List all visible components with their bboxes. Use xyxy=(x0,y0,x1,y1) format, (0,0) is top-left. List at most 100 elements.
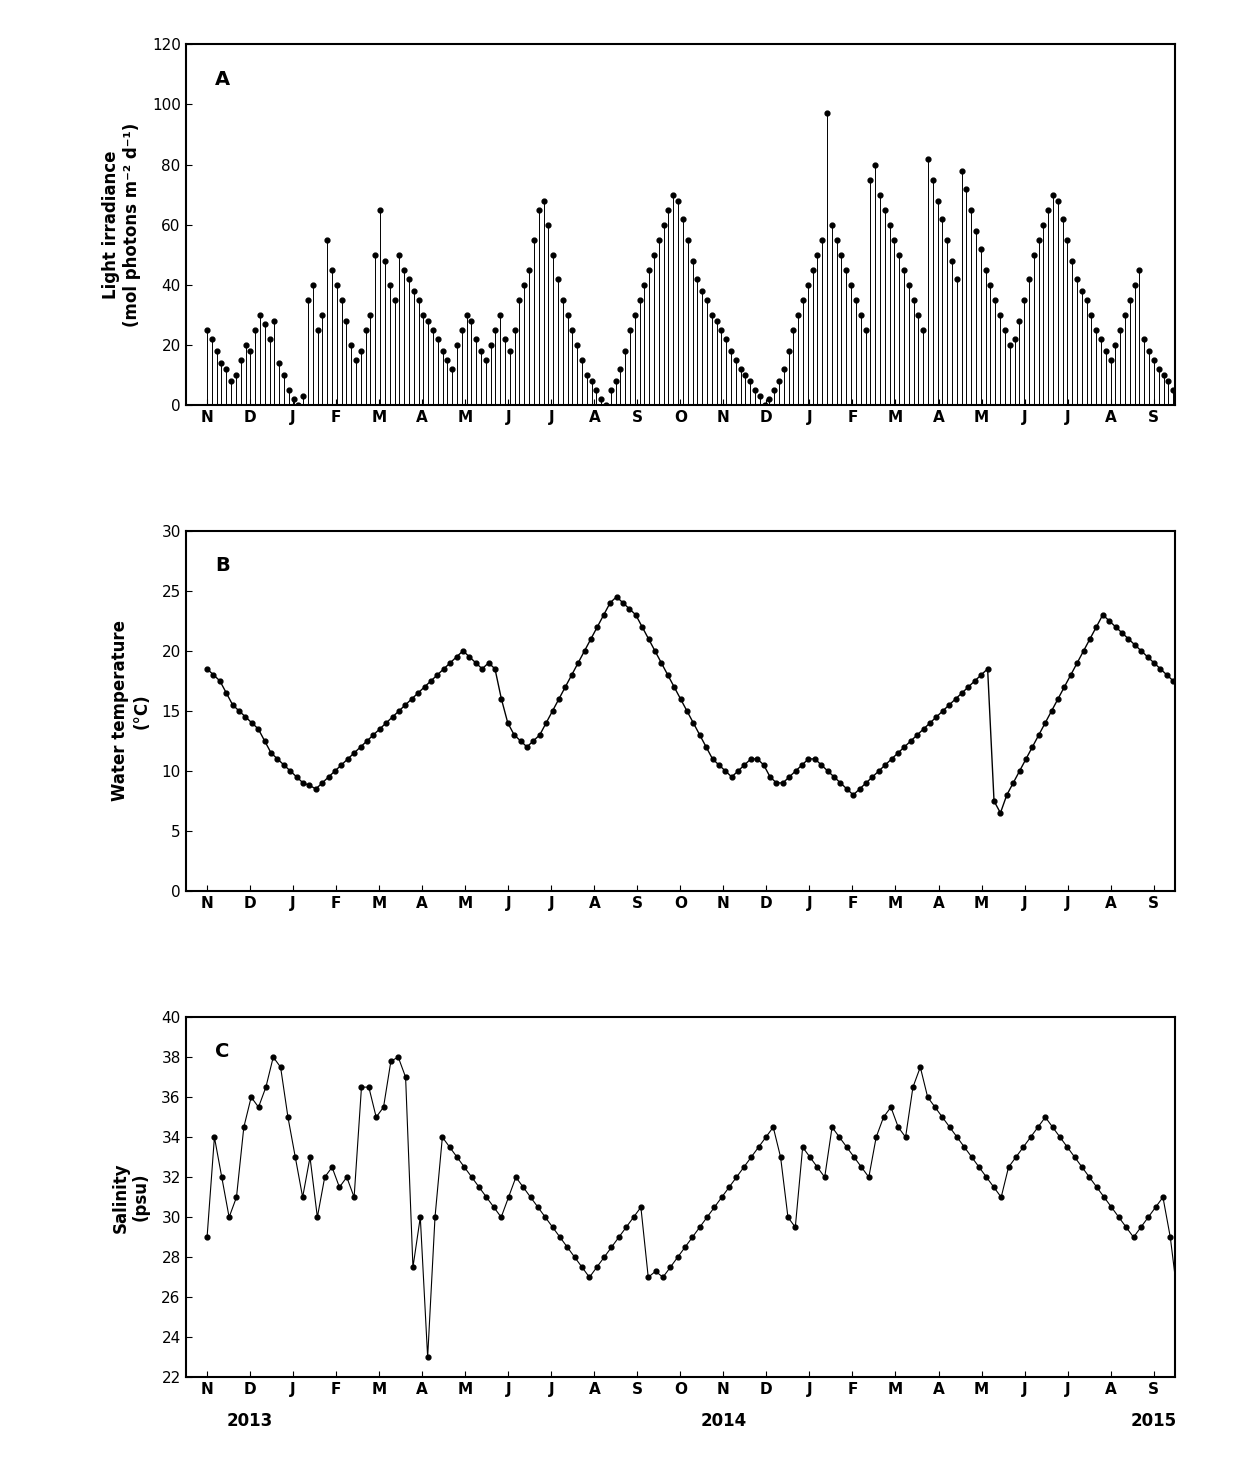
Point xyxy=(638,626,658,650)
Point xyxy=(351,339,371,363)
Point xyxy=(698,1206,717,1229)
Point xyxy=(948,267,967,290)
Point xyxy=(381,1049,401,1072)
Point xyxy=(1043,182,1063,206)
Point xyxy=(683,249,703,273)
Point xyxy=(318,228,338,252)
Point xyxy=(948,1126,967,1149)
Point xyxy=(219,1206,239,1229)
Point xyxy=(793,287,813,311)
Point xyxy=(701,302,721,326)
Point xyxy=(506,1166,526,1189)
Point xyxy=(1068,652,1087,675)
Point xyxy=(938,228,957,252)
Point xyxy=(443,357,463,381)
Point xyxy=(799,746,819,770)
Point xyxy=(403,278,423,302)
Point xyxy=(675,1235,695,1259)
Point xyxy=(933,1105,952,1129)
Point xyxy=(716,327,736,351)
Point xyxy=(515,273,534,296)
Point xyxy=(615,339,635,363)
Point xyxy=(1124,273,1144,296)
Point xyxy=(861,167,881,191)
Point xyxy=(400,267,419,290)
Point xyxy=(594,603,614,626)
Point xyxy=(626,603,646,626)
Point xyxy=(267,746,287,770)
Point xyxy=(955,1136,975,1160)
Point xyxy=(1080,1166,1100,1189)
Point xyxy=(235,333,255,357)
Point xyxy=(581,626,601,650)
Point xyxy=(491,687,511,711)
Point xyxy=(823,213,842,237)
Point xyxy=(663,182,683,206)
Point xyxy=(896,1126,915,1149)
Point xyxy=(1080,626,1100,650)
Point xyxy=(997,783,1017,807)
Point xyxy=(1042,699,1061,723)
Point xyxy=(382,705,402,729)
Point xyxy=(631,1195,651,1219)
Point xyxy=(971,663,991,687)
Point xyxy=(510,287,529,311)
Point xyxy=(668,188,688,212)
Point xyxy=(850,778,870,801)
Point xyxy=(434,658,454,681)
Point xyxy=(1076,287,1096,311)
Point xyxy=(537,711,557,735)
Point xyxy=(865,153,884,176)
Point xyxy=(497,711,517,735)
Point xyxy=(1106,333,1126,357)
Point xyxy=(223,693,242,717)
Point xyxy=(484,1195,503,1219)
Point xyxy=(711,1185,731,1208)
Point xyxy=(336,1166,356,1189)
Point xyxy=(411,1206,430,1229)
Y-axis label: Salinity
(psu): Salinity (psu) xyxy=(111,1163,150,1232)
Point xyxy=(536,1206,555,1229)
Point xyxy=(197,1225,216,1248)
Point xyxy=(726,1166,746,1189)
Point xyxy=(576,363,596,387)
Point xyxy=(1157,663,1176,687)
Point xyxy=(1094,603,1113,626)
Point xyxy=(440,652,460,675)
Point xyxy=(1118,626,1138,650)
Point xyxy=(783,318,803,342)
Point xyxy=(293,772,313,795)
Point xyxy=(553,287,573,311)
Point xyxy=(528,1195,548,1219)
Point xyxy=(390,243,409,267)
Point xyxy=(1160,1225,1180,1248)
Point xyxy=(844,783,863,807)
Point xyxy=(830,1126,850,1149)
Point xyxy=(889,243,909,267)
Point xyxy=(1014,287,1034,311)
Point xyxy=(408,681,428,705)
Point xyxy=(586,1256,606,1280)
Point xyxy=(263,1046,283,1069)
Point xyxy=(837,1136,857,1160)
Point xyxy=(469,1176,489,1200)
Point xyxy=(395,258,414,281)
Point xyxy=(479,652,499,675)
Point xyxy=(255,312,275,336)
Point xyxy=(255,729,275,752)
Point xyxy=(575,638,595,662)
Point xyxy=(601,1235,621,1259)
Point xyxy=(882,746,902,770)
Point xyxy=(903,1075,923,1099)
Point xyxy=(644,243,664,267)
Y-axis label: Water temperature
(°C): Water temperature (°C) xyxy=(111,621,150,801)
Point xyxy=(908,302,928,326)
Point xyxy=(260,327,280,351)
Point xyxy=(677,699,696,723)
Point xyxy=(1163,669,1183,693)
Point xyxy=(683,1225,703,1248)
Point xyxy=(709,752,729,776)
Point xyxy=(611,357,631,381)
Point xyxy=(983,1176,1003,1200)
Point xyxy=(991,801,1011,825)
